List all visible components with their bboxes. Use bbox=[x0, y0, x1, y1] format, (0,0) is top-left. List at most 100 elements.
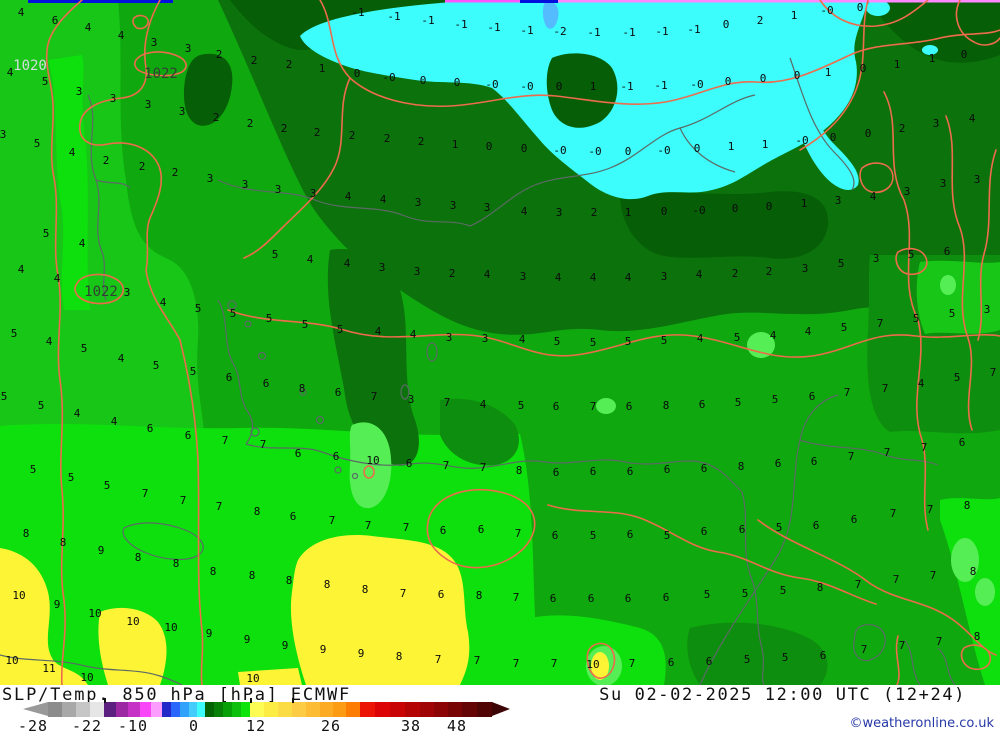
scale-cell bbox=[205, 702, 214, 717]
product-title: SLP/Temp. 850 hPa [hPa] ECMWF bbox=[2, 685, 352, 705]
temp-value: 4 bbox=[380, 193, 387, 206]
temp-value: 1 bbox=[625, 206, 632, 219]
mid-dark-patch-center bbox=[440, 398, 519, 466]
temp-value: 6 bbox=[775, 457, 782, 470]
temp-value: 6 bbox=[553, 466, 560, 479]
scale-cell bbox=[250, 702, 264, 717]
temp-value: 5 bbox=[625, 335, 632, 348]
temp-value: 5 bbox=[841, 321, 848, 334]
border-anatolia-north bbox=[217, 179, 471, 227]
temp-value: 7 bbox=[400, 587, 407, 600]
scale-tick bbox=[292, 698, 294, 703]
credit-text: ©weatheronline.co.uk bbox=[849, 716, 994, 731]
temp-value: 3 bbox=[520, 270, 527, 283]
scale-label-48: 48 bbox=[446, 717, 468, 733]
temp-value: 8 bbox=[286, 574, 293, 587]
temp-value: 8 bbox=[249, 569, 256, 582]
temp-value: 7 bbox=[855, 578, 862, 591]
temp-value: 8 bbox=[974, 630, 981, 643]
isobar-label-1022: 1022 bbox=[144, 66, 178, 82]
temp-value: 5 bbox=[272, 248, 279, 261]
border-diagonal-southeast bbox=[699, 394, 839, 685]
temp-value: 6 bbox=[706, 655, 713, 668]
temp-value: 7 bbox=[551, 657, 558, 670]
temp-value: 7 bbox=[260, 438, 267, 451]
temp-value: 1 bbox=[791, 9, 798, 22]
scale-cell bbox=[320, 702, 333, 717]
temp-value: 4 bbox=[770, 329, 777, 342]
temp-value: 6 bbox=[699, 398, 706, 411]
temp-value: 10 bbox=[246, 672, 259, 685]
scale-cells bbox=[48, 702, 492, 717]
temp-value: 5 bbox=[153, 359, 160, 372]
scale-cell bbox=[151, 702, 162, 717]
scale-cell bbox=[62, 702, 76, 717]
temp-value: 6 bbox=[478, 523, 485, 536]
temp-value: 9 bbox=[244, 633, 251, 646]
lake-2 bbox=[400, 384, 410, 400]
temp-value: 10 bbox=[164, 621, 177, 634]
temp-value: 5 bbox=[554, 335, 561, 348]
temp-value: 1 bbox=[319, 62, 326, 75]
temp-value: 6 bbox=[263, 377, 270, 390]
isobar-small-loop-top bbox=[132, 14, 149, 30]
isobar-1022-loop-label bbox=[133, 51, 187, 77]
bottom-center-bright-patch bbox=[520, 615, 666, 685]
temp-value: 6 bbox=[809, 390, 816, 403]
cyan-spot-1 bbox=[866, 0, 890, 16]
temp-value: -1 bbox=[654, 79, 667, 92]
temp-value: -0 bbox=[520, 80, 533, 93]
temp-value: -0 bbox=[795, 134, 808, 147]
aegean-island-2 bbox=[244, 320, 252, 328]
temp-value: 0 bbox=[694, 142, 701, 155]
temp-value: 5 bbox=[11, 327, 18, 340]
temp-value: 7 bbox=[844, 386, 851, 399]
temp-value: 7 bbox=[921, 441, 928, 454]
scale-cell bbox=[477, 702, 492, 717]
temp-value: 2 bbox=[172, 166, 179, 179]
temp-value: 5 bbox=[704, 588, 711, 601]
temp-value: 5 bbox=[190, 365, 197, 378]
scale-label--10: -10 bbox=[117, 717, 149, 733]
scale-cell bbox=[128, 702, 140, 717]
temp-value: 10 bbox=[88, 607, 101, 620]
temp-value: 7 bbox=[848, 450, 855, 463]
temp-value: 6 bbox=[625, 592, 632, 605]
temp-value: 8 bbox=[516, 464, 523, 477]
temp-value: -1 bbox=[421, 14, 434, 27]
scale-cell bbox=[116, 702, 128, 717]
temp-value: 10 bbox=[586, 658, 599, 671]
legend-titles: SLP/Temp. 850 hPa [hPa] ECMWF Su 02-02-2… bbox=[0, 685, 1000, 705]
temp-value: 4 bbox=[480, 398, 487, 411]
isobar-right-edge-loop bbox=[960, 644, 992, 671]
temp-value: 9 bbox=[320, 643, 327, 656]
border-caucasus bbox=[469, 94, 756, 227]
temp-value: 3 bbox=[904, 185, 911, 198]
temp-value: 5 bbox=[949, 307, 956, 320]
temp-value: 6 bbox=[552, 529, 559, 542]
temp-value: 2 bbox=[349, 129, 356, 142]
temp-value: 5 bbox=[68, 471, 75, 484]
temp-value: 8 bbox=[663, 399, 670, 412]
temp-value: 6 bbox=[438, 588, 445, 601]
isobar-1020-left bbox=[45, 0, 83, 685]
temp-value: 6 bbox=[851, 513, 858, 526]
temp-value: -1 bbox=[687, 23, 700, 36]
temp-value: 3 bbox=[0, 128, 6, 141]
island-cyprus bbox=[853, 624, 886, 662]
isobar-label-1022: 1022 bbox=[84, 284, 118, 300]
temp-value: 2 bbox=[281, 122, 288, 135]
temp-value: 4 bbox=[344, 257, 351, 270]
temp-value: 2 bbox=[213, 111, 220, 124]
temp-value: -2 bbox=[553, 25, 566, 38]
temp-value: 7 bbox=[474, 654, 481, 667]
darkest-patch-left bbox=[183, 53, 233, 126]
temp-value: 4 bbox=[519, 333, 526, 346]
temp-value: 6 bbox=[290, 510, 297, 523]
temp-value: 3 bbox=[110, 92, 117, 105]
temp-value: 1 bbox=[452, 138, 459, 151]
cyan-spot-2 bbox=[922, 45, 938, 55]
temp-value: 4 bbox=[555, 271, 562, 284]
temp-value: -1 bbox=[620, 80, 633, 93]
